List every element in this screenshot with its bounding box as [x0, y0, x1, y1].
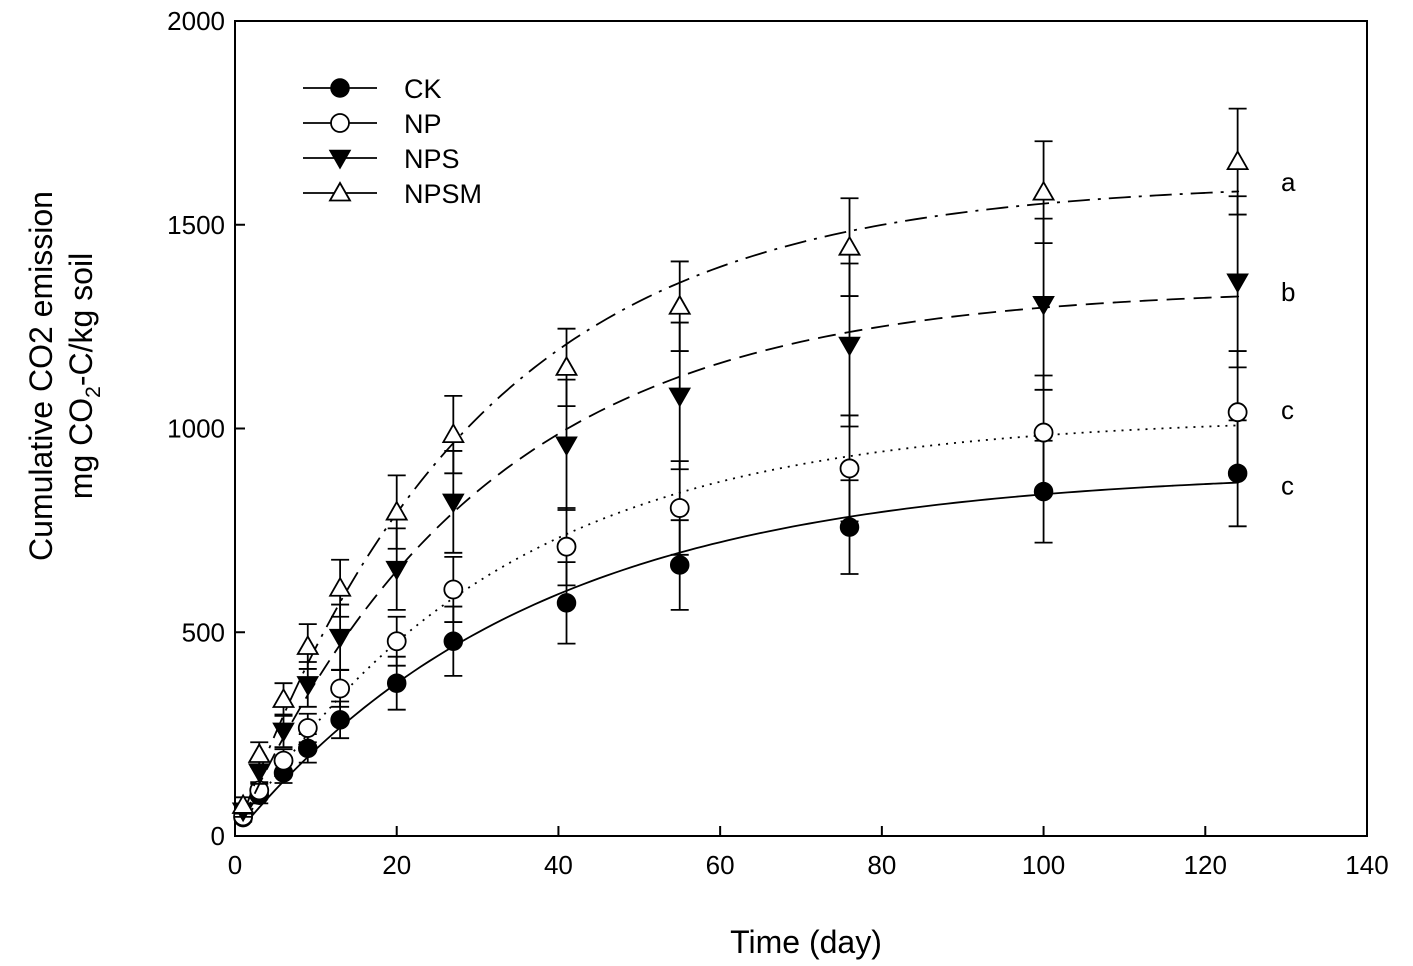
data-point: [386, 631, 407, 652]
legend-label: NP: [404, 109, 442, 139]
legend-item-npsm: NPSM: [303, 179, 482, 209]
series-line-ck: [242, 481, 1240, 827]
x-tick-label: 60: [706, 850, 735, 880]
data-point: [554, 355, 579, 376]
legend-marker: [328, 181, 352, 202]
data-point: [385, 500, 409, 521]
data-point: [296, 676, 320, 696]
series-line-nps: [242, 295, 1240, 819]
data-point: [328, 576, 352, 597]
y-axis-title-prefix: mg CO: [63, 398, 99, 499]
series-layer: [231, 107, 1250, 828]
x-axis: 0 20 40 60 80 100 120 140: [228, 826, 1389, 880]
significance-letter: c: [1281, 395, 1294, 425]
y-axis-title-line2: mg CO2-C/kg soil: [63, 253, 105, 499]
data-point: [556, 593, 577, 613]
legend-label: NPSM: [404, 179, 482, 209]
data-point: [443, 631, 464, 651]
legend-label: NPS: [404, 144, 460, 174]
data-point: [273, 750, 294, 771]
legend: CK NP NPS NPSM: [303, 74, 482, 209]
y-axis: 0 500 1000 1500 2000: [167, 6, 245, 851]
data-point: [330, 678, 351, 699]
data-point: [1032, 295, 1055, 316]
x-tick-label: 120: [1184, 850, 1227, 880]
data-point: [442, 493, 465, 514]
data-point: [386, 673, 407, 693]
legend-marker: [328, 149, 352, 170]
series-ck: [233, 419, 1248, 828]
series-line-npsm: [242, 190, 1240, 815]
data-point: [837, 235, 862, 256]
data-point: [271, 687, 296, 708]
data-point: [443, 579, 464, 600]
x-tick-label: 140: [1345, 850, 1388, 880]
legend-item-np: NP: [303, 109, 442, 139]
data-point: [330, 710, 350, 730]
significance-letter: c: [1281, 471, 1294, 501]
y-tick-label: 500: [182, 617, 225, 647]
legend-item-ck: CK: [303, 74, 442, 104]
series-line-np: [242, 424, 1240, 824]
data-point: [838, 336, 861, 357]
y-axis-title: Cumulative CO2 emission mg CO2-C/kg soil: [23, 191, 105, 561]
data-point: [668, 294, 692, 315]
data-point: [328, 628, 352, 649]
data-point: [668, 387, 692, 408]
significance-letters: c c b a: [1281, 167, 1296, 501]
data-point: [231, 793, 255, 814]
x-tick-label: 100: [1022, 850, 1065, 880]
data-point: [556, 536, 577, 557]
y-axis-title-line1: Cumulative CO2 emission: [23, 191, 59, 561]
data-point: [839, 458, 860, 479]
y-axis-title-suffix: -C/kg soil: [63, 253, 99, 386]
y-tick-label: 2000: [167, 6, 225, 36]
data-point: [1226, 149, 1250, 170]
series-npsm: [231, 107, 1250, 815]
data-point: [669, 498, 690, 518]
x-tick-label: 80: [867, 850, 896, 880]
data-point: [1033, 422, 1054, 443]
data-point: [1032, 180, 1056, 201]
x-axis-title: Time (day): [730, 924, 882, 960]
x-tick-label: 40: [544, 850, 573, 880]
significance-letter: b: [1281, 277, 1295, 307]
x-tick-label: 20: [382, 850, 411, 880]
legend-marker: [330, 78, 350, 98]
y-tick-label: 1000: [167, 414, 225, 444]
y-tick-label: 1500: [167, 210, 225, 240]
data-point: [247, 742, 271, 763]
legend-marker: [330, 113, 350, 133]
data-point: [1227, 402, 1248, 423]
y-axis-title-subscript: 2: [82, 386, 105, 398]
data-point: [385, 560, 409, 581]
legend-item-nps: NPS: [303, 144, 460, 174]
data-point: [296, 634, 320, 655]
series-nps: [231, 195, 1249, 823]
data-point: [669, 555, 690, 575]
series-np: [233, 350, 1248, 827]
significance-letter: a: [1281, 167, 1296, 197]
data-point: [297, 718, 318, 738]
data-point: [441, 422, 465, 444]
x-tick-label: 0: [228, 850, 242, 880]
legend-label: CK: [404, 74, 442, 104]
y-tick-label: 0: [211, 821, 225, 851]
data-point: [1226, 273, 1249, 294]
data-point: [555, 436, 578, 457]
